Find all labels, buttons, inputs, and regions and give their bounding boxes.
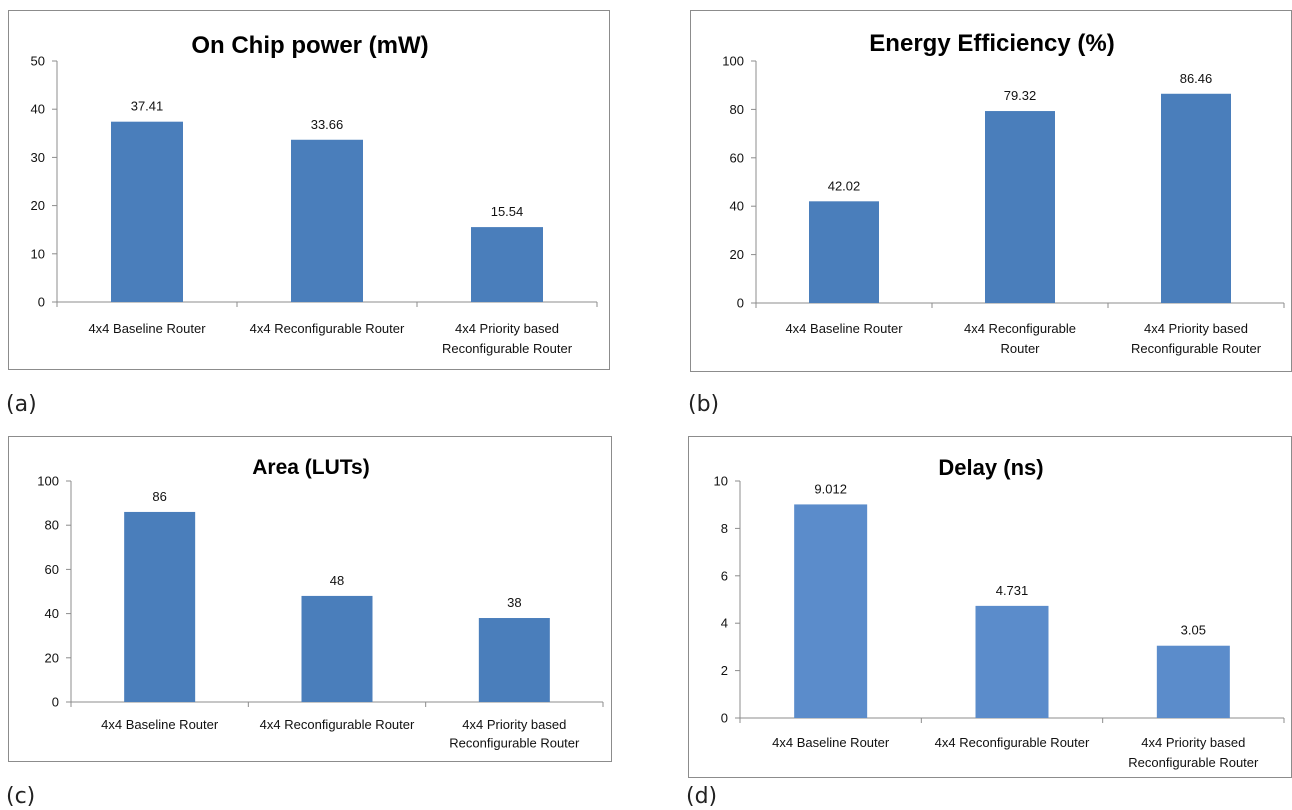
- caption-c: (c): [6, 784, 36, 809]
- y-tick-label: 60: [730, 150, 744, 165]
- category-label-line: 4x4 Priority based: [455, 321, 559, 336]
- bar: [291, 139, 363, 302]
- y-tick-label: 0: [52, 695, 59, 710]
- chart-svg-a: On Chip power (mW) 0 10 20 30 40 50 37.41 4x4 Ba…: [31, 32, 598, 356]
- category-label-line: Reconfigurable Router: [1131, 341, 1262, 356]
- y-tick-label: 60: [45, 562, 59, 577]
- bar: [985, 111, 1055, 304]
- y-tick-label: 30: [31, 150, 45, 165]
- category-label-line: 4x4 Baseline Router: [772, 735, 890, 750]
- bar: [975, 605, 1049, 718]
- data-label: 15.54: [491, 204, 524, 219]
- y-tick-label: 40: [31, 102, 45, 117]
- chart-svg-b: Energy Efficiency (%) 0 20 40 60 80 100 42.02 4x…: [722, 30, 1285, 356]
- y-tick-label: 0: [38, 295, 45, 310]
- bar: [478, 618, 550, 702]
- y-tick-label: 40: [730, 199, 744, 214]
- caption-b: (b): [688, 392, 720, 417]
- category-label-line: Reconfigurable Router: [449, 736, 580, 751]
- y-tick-label: 0: [721, 711, 728, 726]
- category-label-line: 4x4 Baseline Router: [88, 321, 206, 336]
- y-tick-label: 8: [721, 521, 728, 536]
- y-tick-label: 20: [45, 650, 59, 665]
- category-label-line: 4x4 Priority based: [462, 717, 566, 732]
- y-tick-label: 80: [45, 518, 59, 533]
- chart-title: Delay (ns): [938, 455, 1043, 480]
- caption-a: (a): [6, 392, 37, 417]
- y-tick-label: 100: [722, 54, 744, 69]
- bar: [1161, 93, 1231, 303]
- data-label: 86: [152, 489, 166, 504]
- y-tick-label: 20: [730, 247, 744, 262]
- bar: [111, 121, 183, 302]
- caption-d: (d): [686, 784, 718, 809]
- bar: [809, 201, 879, 303]
- y-tick-label: 10: [714, 474, 728, 489]
- category-label: 4x4 Reconfigurable Router: [935, 735, 1090, 750]
- chart-title: On Chip power (mW): [191, 32, 428, 59]
- y-tick-label: 10: [31, 246, 45, 261]
- bar: [794, 504, 868, 718]
- data-label: 79.32: [1004, 88, 1037, 103]
- category-label: 4x4 Priority based Reconfigurable Router: [1128, 735, 1259, 770]
- bar: [124, 511, 196, 702]
- category-label-line: 4x4 Baseline Router: [101, 717, 219, 732]
- data-label: 86.46: [1180, 71, 1213, 86]
- y-tick-label: 4: [721, 616, 728, 631]
- bar: [301, 595, 373, 702]
- category-label: 4x4 Reconfigurable Router: [260, 717, 415, 732]
- category-label-line: Reconfigurable Router: [442, 341, 573, 356]
- category-label: 4x4 Baseline Router: [101, 717, 219, 732]
- chart-panel-a: On Chip power (mW) 0 10 20 30 40 50 37.41 4x4 Ba…: [8, 10, 610, 370]
- category-label-line: 4x4 Priority based: [1141, 735, 1245, 750]
- data-label: 3.05: [1181, 623, 1206, 638]
- chart-svg-d: Delay (ns) 0 2 4 6 8 10 9.012 4x4 Baseline Route…: [714, 455, 1285, 770]
- chart-panel-d: Delay (ns) 0 2 4 6 8 10 9.012 4x4 Baseline Route…: [688, 436, 1292, 778]
- y-tick-label: 2: [721, 663, 728, 678]
- y-tick-label: 50: [31, 54, 45, 69]
- category-label: 4x4 Baseline Router: [88, 321, 206, 336]
- y-tick-label: 6: [721, 568, 728, 583]
- category-label: 4x4 Priority based Reconfigurable Router: [1131, 321, 1262, 356]
- chart-panel-c: Area (LUTs) 0 20 40 60 80 100 86 4x4 Baseline Ro…: [8, 436, 612, 762]
- chart-panel-b: Energy Efficiency (%) 0 20 40 60 80 100 42.02 4x…: [690, 10, 1292, 372]
- bar: [1156, 645, 1230, 718]
- category-label-line: 4x4 Reconfigurable Router: [250, 321, 405, 336]
- category-label: 4x4 Baseline Router: [785, 321, 903, 336]
- data-label: 4.731: [996, 583, 1029, 598]
- category-label-line: Reconfigurable Router: [1128, 755, 1259, 770]
- category-label-line: 4x4 Baseline Router: [785, 321, 903, 336]
- data-label: 48: [330, 573, 344, 588]
- data-label: 42.02: [828, 178, 861, 193]
- y-tick-label: 20: [31, 198, 45, 213]
- chart-title: Area (LUTs): [252, 456, 369, 479]
- category-label-line: Router: [1000, 341, 1040, 356]
- category-label-line: 4x4 Reconfigurable: [964, 321, 1076, 336]
- data-label: 37.41: [131, 99, 164, 114]
- chart-svg-c: Area (LUTs) 0 20 40 60 80 100 86 4x4 Baseline Ro…: [37, 456, 604, 751]
- category-label: 4x4 Baseline Router: [772, 735, 890, 750]
- category-label-line: 4x4 Priority based: [1144, 321, 1248, 336]
- category-label: 4x4 Priority based Reconfigurable Router: [442, 321, 573, 356]
- y-tick-label: 80: [730, 102, 744, 117]
- y-tick-label: 40: [45, 606, 59, 621]
- data-label: 33.66: [311, 117, 344, 132]
- chart-title: Energy Efficiency (%): [869, 30, 1114, 57]
- category-label: 4x4 Priority based Reconfigurable Router: [449, 717, 580, 751]
- category-label-line: 4x4 Reconfigurable Router: [260, 717, 415, 732]
- category-label-line: 4x4 Reconfigurable Router: [935, 735, 1090, 750]
- bar: [471, 227, 543, 302]
- category-label: 4x4 Reconfigurable Router: [250, 321, 405, 336]
- y-tick-label: 100: [37, 474, 59, 489]
- data-label: 38: [507, 595, 521, 610]
- category-label: 4x4 Reconfigurable Router: [964, 321, 1076, 356]
- y-tick-label: 0: [737, 296, 744, 311]
- data-label: 9.012: [814, 481, 847, 496]
